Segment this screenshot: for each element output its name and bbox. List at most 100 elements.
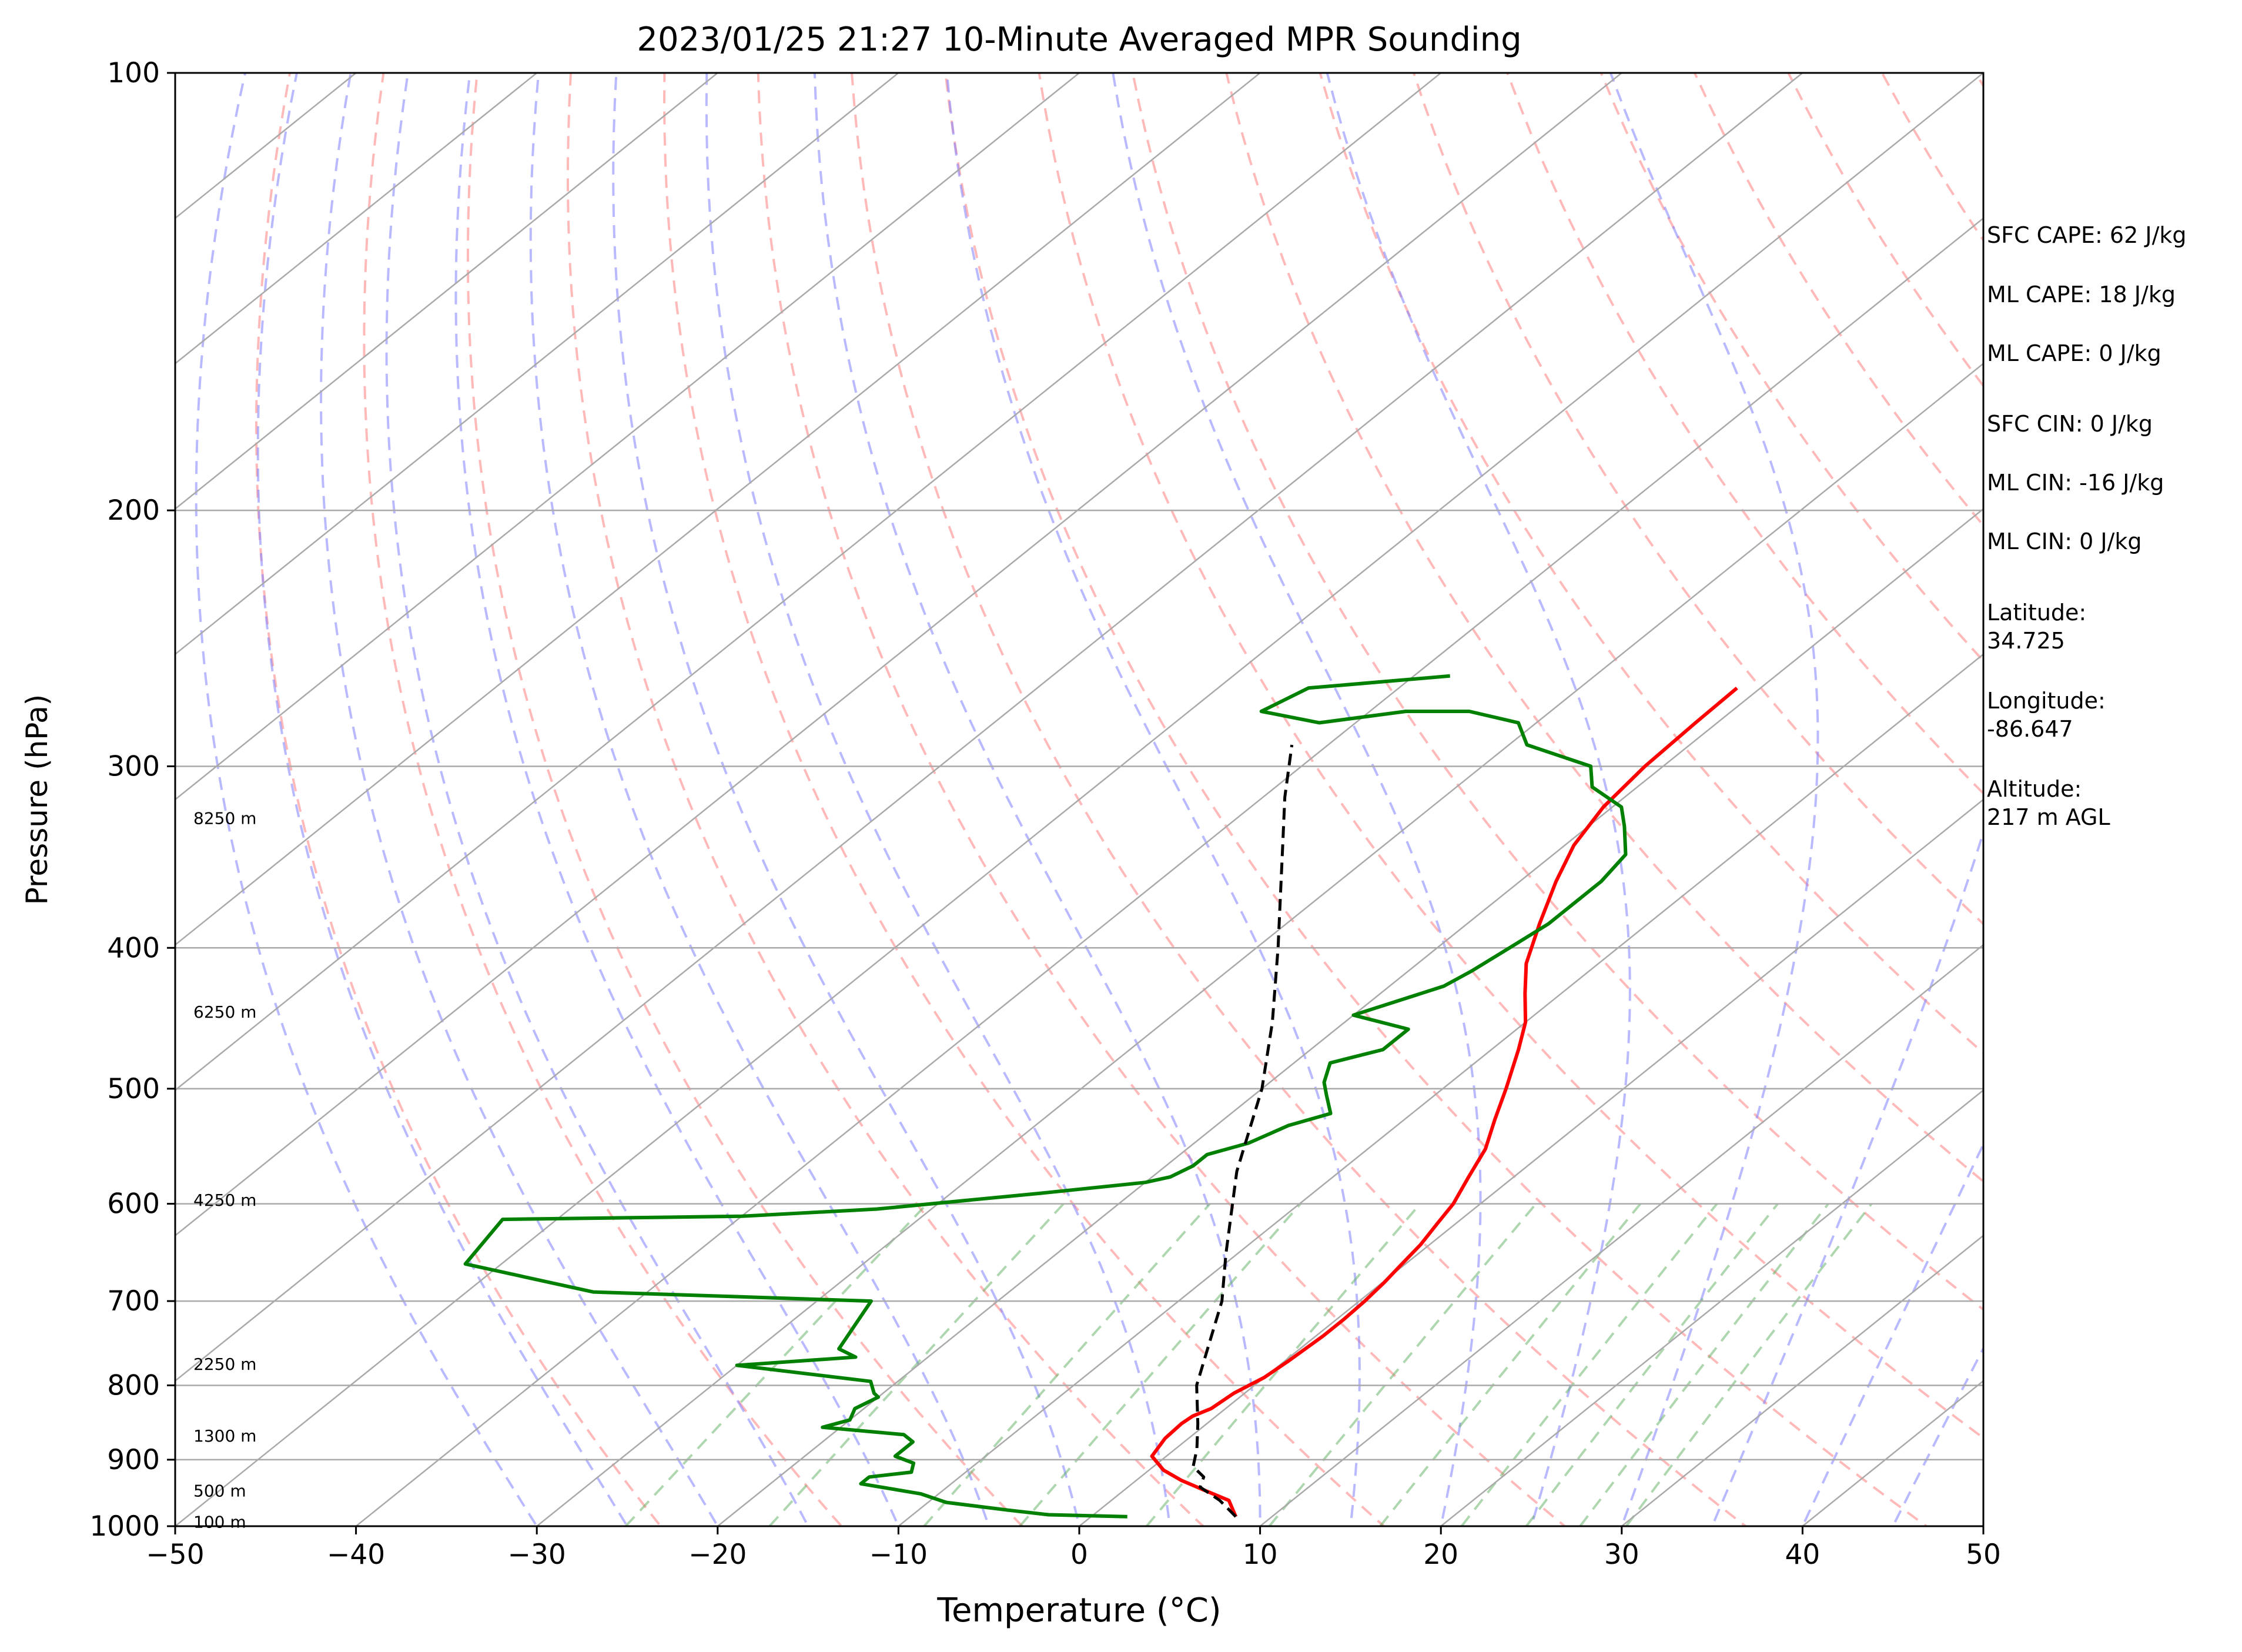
x-tick-label: 30 — [1604, 1539, 1639, 1571]
isotherm — [175, 73, 538, 365]
moist-adiabat — [1326, 73, 1631, 1526]
height-label: 1300 m — [193, 1426, 256, 1446]
moist-adiabat — [195, 73, 538, 1526]
isotherm — [175, 73, 1080, 801]
mixing-ratio-line — [1268, 1203, 1537, 1526]
x-tick-label: 50 — [1966, 1539, 2001, 1571]
chart-title: 2023/01/25 21:27 10-Minute Averaged MPR … — [637, 21, 1521, 59]
dry-adiabat — [944, 73, 1929, 1526]
dry-adiabat — [566, 73, 1205, 1526]
height-label: 100 m — [193, 1513, 246, 1532]
latitude-label: Latitude: 34.725 — [1987, 600, 2087, 654]
moist-adiabat — [813, 73, 1261, 1526]
mixing-ratio-line — [624, 1203, 928, 1526]
y-tick-label: 700 — [107, 1285, 160, 1317]
longitude-label: Longitude: -86.647 — [1987, 688, 2106, 742]
x-tick-label: 0 — [1070, 1539, 1088, 1571]
dewpoint-line — [463, 674, 1628, 1519]
mixing-ratio-line — [1460, 1203, 1718, 1526]
y-tick-label: 800 — [107, 1369, 160, 1402]
dry-adiabat — [1319, 73, 1983, 1055]
y-tick-label: 300 — [107, 750, 160, 782]
isotherm — [175, 73, 900, 656]
x-tick-label: −50 — [146, 1539, 204, 1571]
sfc-cin-label: SFC CIN: 0 J/kg — [1987, 411, 2153, 437]
parcel-path-line — [1192, 744, 1294, 1518]
mixing-ratio-line — [1579, 1203, 1829, 1526]
dry-adiabat — [1038, 73, 1983, 1440]
height-label: 2250 m — [193, 1355, 256, 1374]
moist-adiabat — [529, 73, 991, 1526]
isotherm — [1620, 1234, 1983, 1526]
dry-adiabat — [1599, 73, 1983, 663]
dry-adiabat — [757, 73, 1567, 1526]
height-label: 500 m — [193, 1481, 246, 1500]
background-lines — [175, 6, 2242, 1557]
isotherm — [1259, 944, 1983, 1526]
y-tick-label: 200 — [107, 494, 160, 527]
isotherm — [175, 73, 1623, 1237]
x-tick-label: 10 — [1243, 1539, 1278, 1571]
moist-adiabat — [454, 73, 900, 1526]
moist-adiabat — [1891, 1346, 1983, 1526]
series-layer — [463, 674, 1738, 1519]
moist-adiabat — [385, 73, 809, 1526]
moist-adiabat — [1711, 73, 1983, 1526]
dry-adiabat — [1506, 73, 1983, 795]
isotherm — [716, 507, 1983, 1526]
ml-cin-label-2: ML CIN: 0 J/kg — [1987, 529, 2142, 554]
mixing-ratio-line — [1625, 1203, 1873, 1526]
isotherm — [354, 217, 1983, 1526]
isotherm — [175, 73, 1983, 1526]
dry-adiabat — [850, 73, 1748, 1526]
y-axis-label: Pressure (hPa) — [20, 694, 54, 905]
moist-adiabat — [945, 73, 1361, 1526]
x-tick-label: −10 — [869, 1539, 928, 1571]
isotherm — [897, 653, 1983, 1526]
mixing-ratio-line — [923, 1203, 1211, 1526]
y-tick-label: 500 — [107, 1073, 160, 1105]
ml-cape-label: ML CAPE: 18 J/kg — [1987, 282, 2176, 307]
dry-adiabat — [1225, 73, 1983, 1183]
y-tick-label: 100 — [107, 57, 160, 89]
x-tick-label: −40 — [327, 1539, 385, 1571]
x-tick-label: −20 — [688, 1539, 747, 1571]
dry-adiabat — [662, 73, 1386, 1526]
ml-cape-label-2: ML CAPE: 0 J/kg — [1987, 340, 2161, 366]
x-axis-label: Temperature (°C) — [936, 1591, 1221, 1630]
moist-adiabat — [705, 73, 1171, 1526]
height-label: 8250 m — [193, 809, 256, 828]
height-label: 4250 m — [193, 1190, 256, 1210]
dry-adiabat — [363, 73, 844, 1526]
dry-adiabat — [466, 73, 1024, 1526]
moist-adiabat — [1112, 73, 1482, 1526]
isotherm — [175, 73, 719, 510]
altitude-label: Altitude: 217 m AGL — [1987, 776, 2110, 830]
moist-adiabat — [612, 73, 1081, 1526]
moist-adiabat — [1609, 73, 1819, 1526]
height-labels: 100 m 500 m 1300 m 2250 m 4250 m 6250 m 8250 m — [193, 809, 256, 1532]
y-axis-ticks: 100 200 300 400 500 600 700 800 900 1000 — [89, 57, 175, 1543]
x-tick-label: −30 — [508, 1539, 566, 1571]
mixing-ratio-line — [768, 1203, 1065, 1526]
x-tick-label: 20 — [1423, 1539, 1458, 1571]
y-tick-label: 900 — [107, 1444, 160, 1476]
mixing-ratio-line — [1525, 1203, 1779, 1526]
isotherm — [175, 73, 1443, 1092]
x-axis-ticks: −50 −40 −30 −20 −10 0 10 20 30 40 50 — [146, 1526, 2001, 1571]
isotherm — [175, 73, 1804, 1382]
moist-adiabat — [1801, 1141, 1983, 1526]
height-label: 6250 m — [193, 1002, 256, 1022]
mixing-ratio-line — [1019, 1203, 1301, 1526]
y-tick-label: 600 — [107, 1188, 160, 1220]
x-tick-label: 40 — [1785, 1539, 1820, 1571]
isotherm — [175, 73, 1261, 946]
isotherm — [1440, 1089, 1983, 1526]
temperature-line — [1150, 687, 1738, 1517]
ml-cin-label: ML CIN: -16 J/kg — [1987, 470, 2164, 496]
sfc-cape-label: SFC CAPE: 62 J/kg — [1987, 222, 2187, 248]
dry-adiabat — [2211, 6, 2242, 1557]
isotherm — [536, 362, 1983, 1526]
y-tick-label: 400 — [107, 932, 160, 964]
